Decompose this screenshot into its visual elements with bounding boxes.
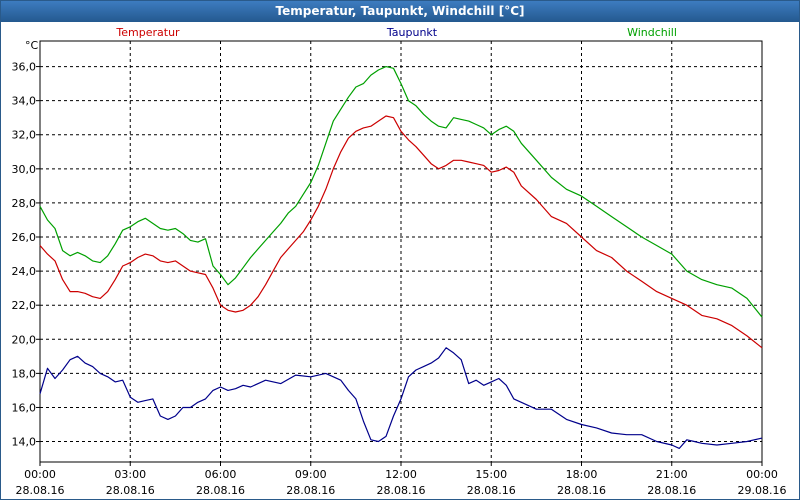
series-line-taupunkt [39,347,763,449]
x-tick-date-label: 28.08.16 [467,484,516,497]
y-axis-unit-label: °C [25,39,39,52]
x-tick-time-label: 12:00 [385,468,417,481]
x-tick-date-label: 29.08.16 [738,484,787,497]
y-tick-label: 26,0 [12,231,37,244]
series-line-temperatur [39,115,763,349]
y-tick-label: 28,0 [12,197,37,210]
y-tick-label: 16,0 [12,401,37,414]
x-tick-time-label: 18:00 [566,468,598,481]
y-tick-label: 24,0 [12,265,37,278]
x-tick-date-label: 28.08.16 [557,484,606,497]
legend-entry-temperatur: Temperatur [115,26,180,39]
grid-lines [40,41,762,462]
legend: Temperatur Taupunkt Windchill [115,26,677,39]
x-tick-time-label: 00:00 [24,468,56,481]
y-tick-label: 34,0 [12,95,37,108]
y-axis-ticks: 14,0 16,0 18,0 20,0 22,0 24,0 26,0 28,0 30,0 32,0… [12,61,40,449]
series-line-windchill [39,65,763,318]
x-tick-time-label: 06:00 [205,468,237,481]
x-tick-date-label: 28.08.16 [16,484,65,497]
y-tick-label: 36,0 [12,61,37,74]
y-tick-label: 22,0 [12,299,37,312]
x-tick-time-label: 15:00 [475,468,507,481]
y-tick-label: 20,0 [12,333,37,346]
x-axis-ticks: 00:00 28.08.16 03:00 28.08.16 06:00 28.08.16 0… [16,462,787,497]
y-tick-label: 14,0 [12,436,37,449]
x-tick-date-label: 28.08.16 [377,484,426,497]
y-tick-label: 32,0 [12,129,37,142]
x-tick-date-label: 28.08.16 [647,484,696,497]
legend-entry-taupunkt: Taupunkt [386,26,438,39]
x-tick-time-label: 21:00 [656,468,688,481]
x-tick-date-label: 28.08.16 [106,484,155,497]
legend-entry-windchill: Windchill [627,26,677,39]
chart-title: Temperatur, Taupunkt, Windchill [°C] [1,1,799,22]
x-tick-date-label: 28.08.16 [196,484,245,497]
x-tick-time-label: 09:00 [295,468,327,481]
x-tick-date-label: 28.08.16 [286,484,335,497]
x-tick-time-label: 03:00 [114,468,146,481]
x-tick-time-label: 00:00 [746,468,778,481]
y-tick-label: 30,0 [12,163,37,176]
series-lines [39,65,763,449]
y-tick-label: 18,0 [12,367,37,380]
